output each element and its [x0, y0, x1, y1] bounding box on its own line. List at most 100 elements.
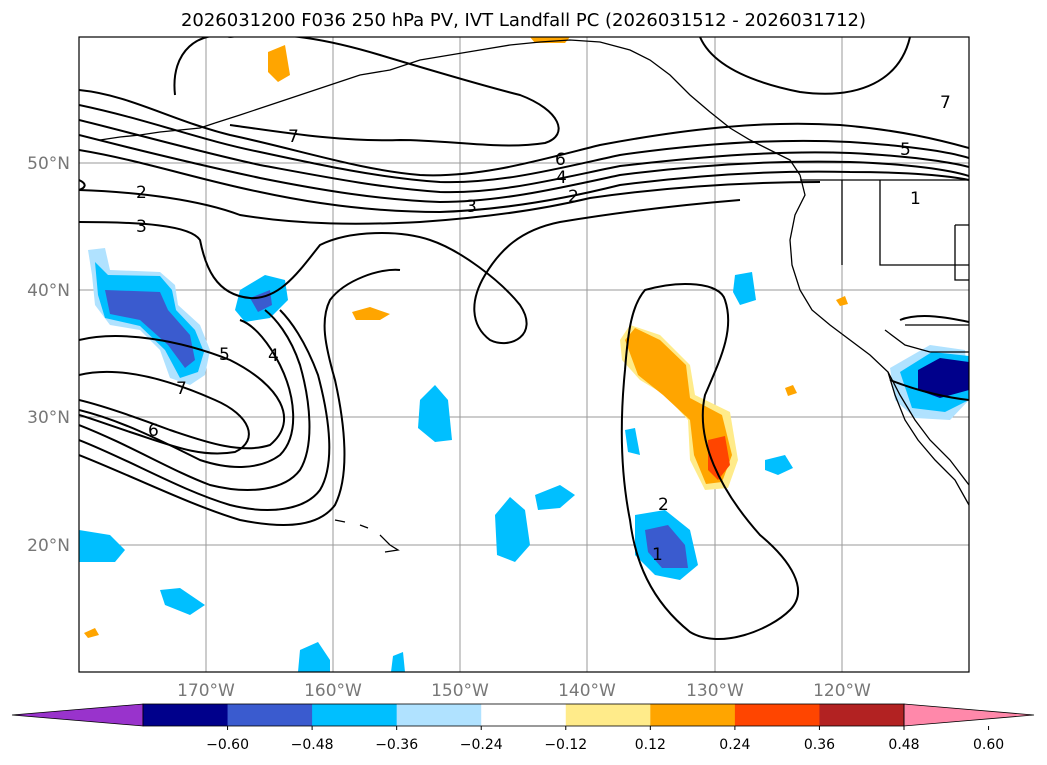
- pos-anomaly-dot: [84, 628, 99, 638]
- colorbar-segment: [396, 704, 482, 726]
- pos-anomaly-north: [268, 45, 290, 82]
- neg-anomaly-subtrop-core: [645, 525, 688, 568]
- contour-7-north: [173, 37, 560, 147]
- colorbar-segment: [227, 704, 313, 726]
- colorbar-outline: [142, 703, 905, 727]
- colorbar-tick-label: −0.36: [375, 737, 418, 753]
- neg-anomaly-small3: [765, 455, 793, 475]
- colorbar-tick-label: −0.12: [544, 737, 587, 753]
- colorbar-segment: [565, 704, 651, 726]
- lon-label: 140°W: [558, 681, 616, 701]
- contour-2: [79, 181, 821, 225]
- lon-label: 130°W: [686, 681, 744, 701]
- lat-label: 40°N: [27, 281, 70, 301]
- colorbar-tick-label: 0.60: [973, 737, 1004, 753]
- contour-low-1: [79, 335, 286, 450]
- lon-label: 120°W: [813, 681, 871, 701]
- contour-outer-top: [79, 89, 969, 177]
- contour-east-coast: [899, 315, 969, 323]
- contour-low-3: [79, 319, 295, 468]
- neg-anomaly-west-inner: [105, 290, 195, 368]
- colorbar-extend-high: [903, 703, 1035, 727]
- lat-label: 20°N: [27, 536, 70, 556]
- west-coast: [789, 174, 969, 486]
- coastlines: [99, 39, 969, 553]
- lat-label: 50°N: [27, 154, 70, 174]
- colorbar-segment: [650, 704, 736, 726]
- contour-jet-4: [79, 149, 969, 214]
- colorbar-segment: [819, 704, 905, 726]
- colorbar-segment: [734, 704, 820, 726]
- contour-low-2: [79, 370, 250, 455]
- colorbar-tick-label: 0.48: [888, 737, 919, 753]
- contour-low-4: [79, 309, 311, 491]
- neg-anomaly-small2: [625, 428, 640, 455]
- map-frame: [78, 36, 970, 673]
- lat-tick-labels: 50°N 40°N 30°N 20°N: [27, 154, 70, 556]
- map-title: 2026031200 F036 250 hPa PV, IVT Landfall…: [180, 10, 867, 31]
- colorbar-tick-label: 0.12: [635, 737, 666, 753]
- lon-label: 150°W: [431, 681, 489, 701]
- contour-labels: 7 6 4 2 2 3 3 5 4 7 6 2 1 5 7 1: [136, 93, 951, 565]
- pos-anomaly-small: [785, 385, 797, 396]
- neg-anomaly-bottom2: [391, 652, 405, 672]
- map-background: [79, 37, 969, 672]
- colorbar: −0.60 −0.48 −0.36 −0.24 −0.12 0.12 0.24 0.36 0.4…: [11, 703, 1035, 753]
- border-mexico: [884, 329, 969, 353]
- contour-label: 7: [288, 127, 299, 147]
- contour-label: 3: [466, 197, 477, 217]
- neg-anomaly-southwest: [79, 530, 125, 562]
- border-states: [841, 180, 969, 326]
- alaska-coast: [214, 39, 801, 176]
- neg-anomaly-center: [418, 385, 452, 442]
- colorbar-segment: [481, 704, 567, 726]
- contour-low-6: [79, 268, 401, 526]
- colorbar-tick-label: −0.60: [206, 737, 249, 753]
- contour-label: 7: [176, 379, 187, 399]
- pos-anomaly-blob: [352, 307, 390, 320]
- colorbar-segment: [143, 704, 229, 726]
- contour-low-5: [79, 309, 331, 511]
- contour-3: [79, 199, 741, 345]
- contour-jet-1: [79, 104, 969, 184]
- neg-anomaly-south2: [535, 485, 575, 510]
- contour-jet-3: [79, 134, 969, 204]
- neg-anomaly-small1: [733, 272, 756, 305]
- contour-label: 3: [136, 217, 147, 237]
- aleutian-islands: [99, 122, 216, 141]
- lon-tick-labels: 170°W 160°W 150°W 140°W 130°W 120°W: [177, 681, 871, 701]
- contour-label: 5: [219, 345, 230, 365]
- pos-anomaly-pacific-mid: [625, 328, 732, 484]
- pos-anomaly-pacific-core: [708, 436, 730, 480]
- colorbar-tick-label: 0.36: [804, 737, 835, 753]
- colorbar-extend-low: [11, 703, 144, 727]
- contour-east-box: [620, 283, 800, 641]
- colorbar-segment: [312, 704, 398, 726]
- contour-left-edge: [79, 179, 86, 191]
- contour-east-north: [699, 37, 911, 95]
- contour-label: 4: [268, 346, 279, 366]
- pv-negative-anomalies: [79, 248, 969, 672]
- neg-anomaly-south: [495, 497, 530, 562]
- lat-label: 30°N: [27, 408, 70, 428]
- contour-label: 6: [148, 421, 159, 441]
- colorbar-tick-label: −0.48: [291, 737, 334, 753]
- contour-jet-2: [79, 119, 969, 194]
- colorbar-tick-label: 0.24: [719, 737, 750, 753]
- contour-label: 7: [940, 93, 951, 113]
- ivt-contours: [79, 37, 969, 641]
- lon-label: 160°W: [304, 681, 362, 701]
- hawaii-islands: [334, 519, 400, 553]
- contour-label: 1: [652, 545, 663, 565]
- contour-label: 2: [658, 495, 669, 515]
- neg-anomaly-bottom: [298, 642, 330, 672]
- neg-anomaly-sw2: [160, 588, 205, 615]
- contour-label: 6: [555, 150, 566, 170]
- contour-label: 5: [900, 140, 911, 160]
- neg-anomaly-coast-core: [918, 358, 969, 398]
- contour-coast-inner: [889, 379, 969, 401]
- contour-label: 4: [556, 168, 567, 188]
- contour-label: 1: [910, 189, 921, 209]
- contour-label: 2: [136, 183, 147, 203]
